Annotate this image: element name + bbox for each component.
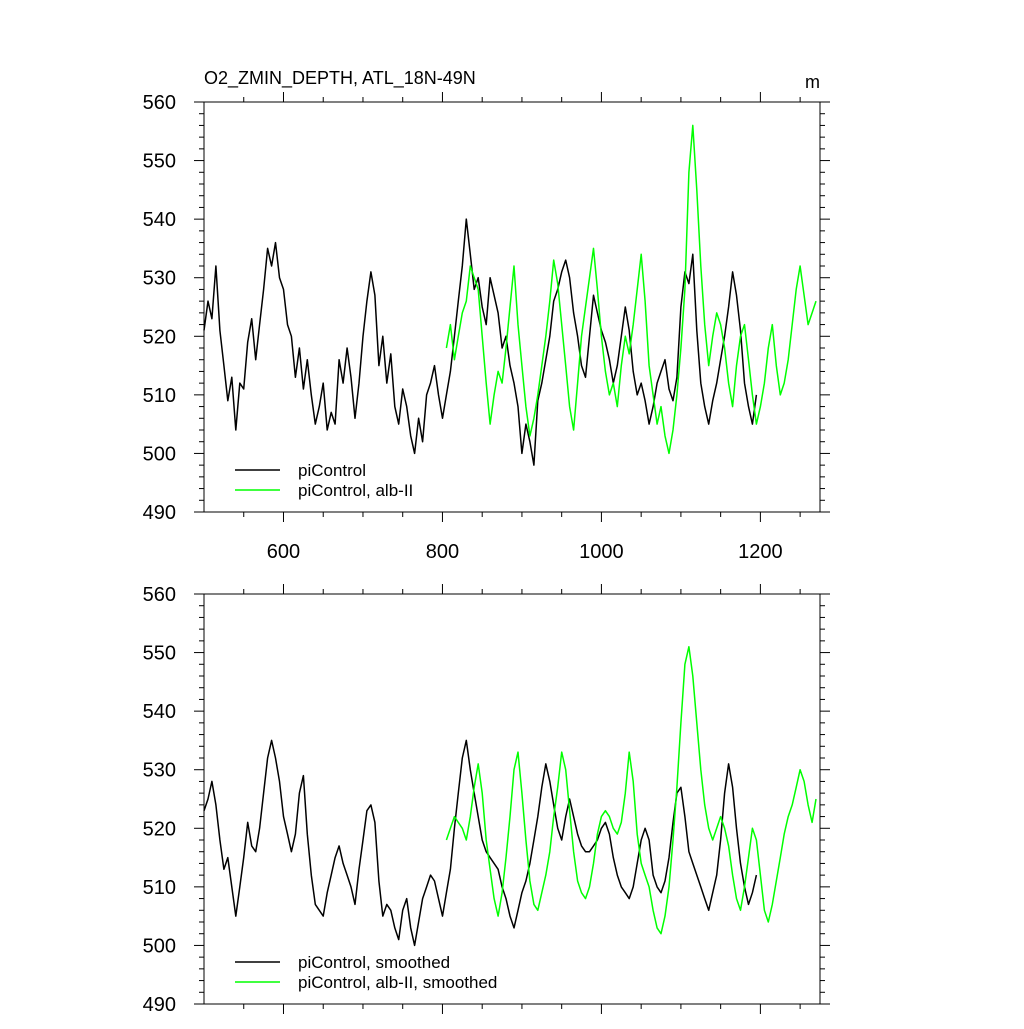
series-line-picontrol-alb-ii-smoothed [445,645,817,935]
y-tick-label: 530 [143,268,176,290]
series-line-picontrol [203,218,758,466]
top-series-lines [203,124,817,466]
units-label: m [805,72,820,92]
y-tick-label: 560 [143,92,176,114]
y-tick-label: 490 [143,502,176,524]
legend-label-picontrol-alb-ii: piControl, alb-II [298,481,413,500]
y-tick-label: 520 [143,818,176,840]
bottom-legend: piControl, smoothed piControl, alb-II, s… [235,953,497,992]
plot-frame [203,101,821,513]
bottom-series-lines [203,645,817,947]
y-tick-label: 510 [143,877,176,899]
y-tick-label: 560 [143,584,176,606]
legend-label-picontrol: piControl [298,461,366,480]
y-tick-label: 550 [143,151,176,173]
x-tick-label: 600 [267,541,300,563]
y-tick-label: 500 [143,935,176,957]
y-tick-label: 530 [143,760,176,782]
legend-label-picontrol-alb-ii-smoothed: piControl, alb-II, smoothed [298,973,497,992]
series-line-picontrol-smoothed [203,739,758,947]
bottom-panel: 490 500 510 520 530 540 550 560 piControl, smoo… [143,584,830,1016]
y-tick-label: 490 [143,994,176,1016]
top-legend: piControl piControl, alb-II [235,461,413,500]
plot-frame [203,593,821,1005]
y-tick-label: 550 [143,643,176,665]
top-axes: 490 500 510 520 530 540 550 560 600 800 1000 1200 [143,92,830,563]
x-tick-label: 800 [426,541,459,563]
bottom-axes: 490 500 510 520 530 540 550 560 [143,584,830,1016]
top-panel: O2_ZMIN_DEPTH, ATL_18N-49N m 490 500 510 52… [143,68,830,563]
chart-title: O2_ZMIN_DEPTH, ATL_18N-49N [204,68,476,89]
y-tick-label: 540 [143,209,176,231]
x-tick-label: 1200 [738,541,783,563]
x-tick-label: 1000 [579,541,624,563]
y-tick-label: 510 [143,385,176,407]
legend-label-picontrol-smoothed: piControl, smoothed [298,953,450,972]
series-line-picontrol-alb-ii [445,124,817,455]
y-tick-label: 540 [143,701,176,723]
y-tick-label: 520 [143,326,176,348]
y-tick-label: 500 [143,443,176,465]
